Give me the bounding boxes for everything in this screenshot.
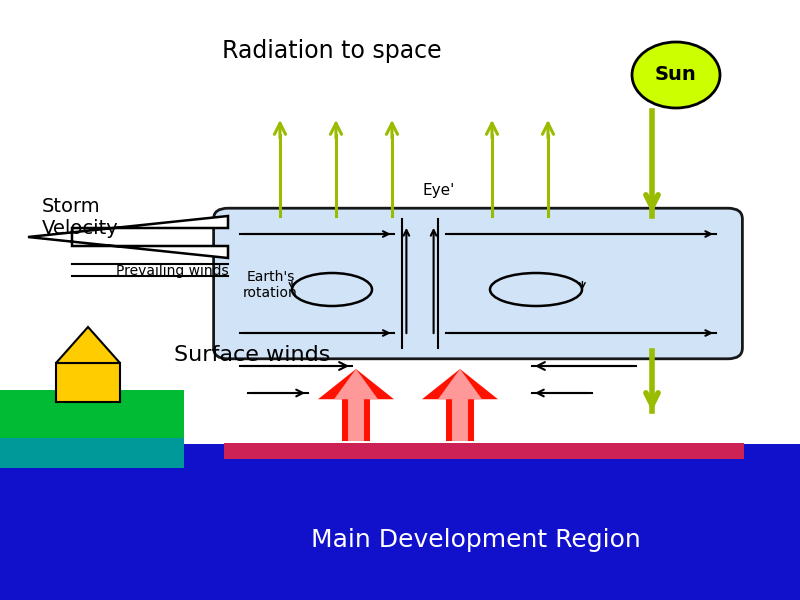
Bar bbox=[446, 399, 474, 441]
Bar bbox=[0, 444, 800, 600]
Text: Storm
Velocity: Storm Velocity bbox=[42, 197, 118, 238]
Text: Eye': Eye' bbox=[422, 183, 454, 198]
Bar bbox=[0, 438, 184, 468]
Polygon shape bbox=[334, 369, 378, 399]
Polygon shape bbox=[438, 369, 482, 399]
Bar bbox=[452, 399, 468, 441]
Text: Sun: Sun bbox=[655, 65, 697, 85]
Text: Earth's
rotation: Earth's rotation bbox=[243, 270, 298, 300]
Polygon shape bbox=[28, 216, 228, 258]
FancyBboxPatch shape bbox=[214, 208, 742, 359]
Polygon shape bbox=[318, 369, 394, 399]
Bar bbox=[342, 399, 370, 441]
Text: Radiation to space: Radiation to space bbox=[222, 39, 442, 63]
Bar bbox=[348, 399, 364, 441]
Bar bbox=[56, 363, 120, 402]
Bar bbox=[0, 390, 184, 468]
Text: Prevailing winds: Prevailing winds bbox=[116, 264, 229, 278]
Polygon shape bbox=[422, 369, 498, 399]
Text: Surface winds: Surface winds bbox=[174, 345, 330, 365]
Bar bbox=[224, 443, 744, 459]
Circle shape bbox=[632, 42, 720, 108]
Polygon shape bbox=[56, 327, 120, 363]
Text: Main Development Region: Main Development Region bbox=[311, 528, 641, 552]
